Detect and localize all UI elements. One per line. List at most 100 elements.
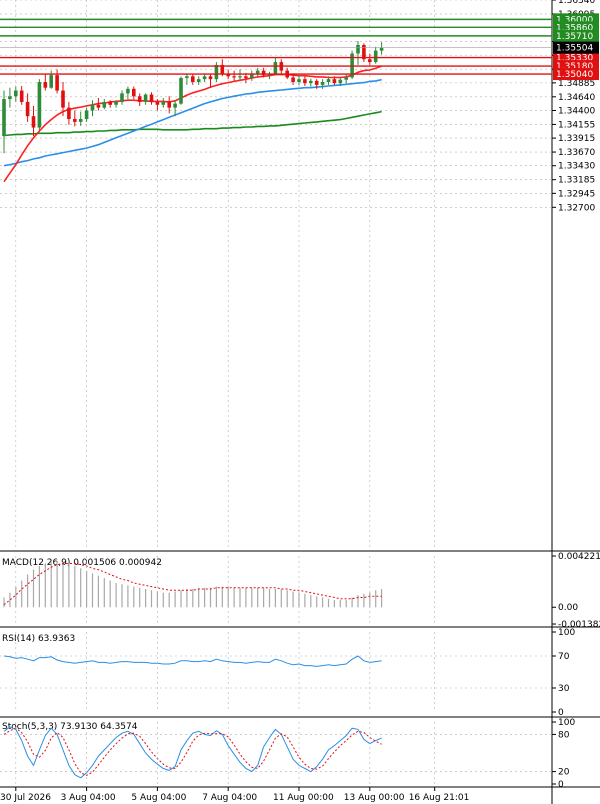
candle-body [191, 76, 195, 83]
time-tick-label: 30 Jul 2026 [0, 793, 51, 803]
macd-tick-label: 0.004221 [558, 552, 600, 562]
candle-body [344, 77, 348, 80]
candle-body [61, 90, 65, 108]
candle-body [14, 90, 18, 97]
candle-body [2, 99, 6, 137]
macd-title: MACD(12,26,9) 0.001506 0.000942 [2, 558, 162, 568]
candle-body [137, 96, 142, 102]
price-tick-label: 1.32700 [558, 203, 595, 213]
candle-body [114, 101, 118, 105]
time-axis: 30 Jul 2026 3 Aug 04:00 5 Aug 04:00 7 Aug 0… [0, 550, 600, 803]
price-tick-label: 1.33430 [558, 162, 595, 172]
candle-body [173, 103, 177, 108]
price-tick-label: 1.32945 [558, 189, 595, 199]
ma-mid-line [3, 78, 382, 167]
candle-body [126, 88, 130, 94]
stoch-tick-label: 0 [558, 780, 564, 790]
candle-body [232, 76, 236, 78]
macd-pane: MACD(12,26,9) 0.001506 0.000942 0.004221… [2, 552, 600, 630]
resistance-level-label: 1.35710 [556, 32, 593, 42]
time-tick-label: 5 Aug 04:00 [131, 793, 186, 803]
candle-body [185, 76, 189, 79]
resistance-level-label: 1.35860 [556, 23, 593, 33]
stoch-title: Stoch(5,3,3) 73.9130 64.3574 [2, 722, 138, 732]
resistance-level-tag [553, 29, 599, 42]
rsi-tick-label: 0 [558, 708, 564, 718]
time-tick-label: 3 Aug 04:00 [61, 793, 116, 803]
candle-body [179, 78, 183, 104]
candle-body [84, 110, 89, 120]
candle-body [73, 119, 77, 122]
candle-body [143, 94, 148, 102]
price-tick-label: 1.33670 [558, 148, 595, 158]
candle-body [120, 93, 124, 102]
candle-body [214, 64, 219, 80]
candle-body [291, 77, 295, 83]
candle-body [155, 101, 160, 105]
rsi-pane: RSI(14) 63.9363 100 70 30 0 [0, 628, 575, 718]
macd-tick-label: -0.001382 [558, 620, 600, 630]
macd-tick-label: 0.00 [558, 603, 578, 613]
candle-body [320, 82, 325, 85]
current-price-tag [553, 41, 599, 54]
candle-body [202, 76, 207, 80]
candle-body [373, 50, 378, 63]
time-tick-label: 7 Aug 04:00 [202, 793, 257, 803]
price-tick-label: 1.33185 [558, 176, 595, 186]
support-level-label: 1.35180 [556, 62, 593, 72]
candle-body [297, 79, 301, 83]
candle-body [31, 116, 36, 128]
macd-signal-line [3, 563, 382, 606]
candle-body [49, 75, 53, 88]
stoch-d-line [3, 727, 382, 776]
current-price-label: 1.35504 [556, 44, 593, 54]
candle-body [238, 76, 242, 78]
resistance-level-label: 1.36000 [556, 15, 593, 25]
candle-body [161, 101, 166, 105]
stoch-tick-label: 100 [558, 718, 575, 728]
candle-body [338, 79, 343, 84]
stoch-k-line [3, 726, 382, 779]
candle-body [167, 101, 171, 108]
candle-body [356, 44, 360, 54]
support-level-tag [553, 68, 599, 81]
candle-body [132, 88, 136, 97]
candle-body [379, 47, 384, 51]
price-tick-label: 1.34640 [558, 93, 595, 103]
candle-body [25, 101, 30, 117]
candle-body [67, 107, 71, 120]
candle-body [208, 76, 213, 80]
candle-body [19, 90, 24, 102]
price-tick-label: 1.36340 [558, 0, 595, 6]
ma-slow-line [3, 110, 382, 137]
candle-body [108, 101, 112, 105]
candle-body [8, 96, 12, 100]
candle-body [362, 44, 366, 60]
candle-body [43, 82, 48, 88]
candle-body [226, 73, 230, 77]
candle-body [326, 79, 331, 83]
support-level-label: 1.35040 [556, 70, 593, 80]
candle-body [102, 101, 107, 108]
time-tick-label: 13 Aug 00:00 [344, 793, 405, 803]
candle-body [332, 79, 337, 84]
price-tick-label: 1.33915 [558, 134, 595, 144]
candle-body [196, 79, 201, 83]
candle-body [273, 62, 278, 74]
time-tick-label: 11 Aug 00:00 [273, 793, 334, 803]
candle-body [250, 73, 254, 79]
candle-body [55, 75, 59, 91]
candle-body [368, 59, 372, 63]
rsi-line [3, 655, 382, 667]
candle-body [96, 104, 101, 108]
resistance-level-tag [553, 21, 599, 34]
price-tick-label: 1.34885 [558, 79, 595, 89]
stoch-tick-label: 20 [558, 768, 570, 778]
price-tick-label: 1.34155 [558, 120, 595, 130]
stoch-tick-label: 80 [558, 730, 570, 740]
rsi-tick-label: 30 [558, 684, 570, 694]
candle-body [303, 79, 307, 84]
stoch-pane: Stoch(5,3,3) 73.9130 64.3574 100 80 20 0 [0, 718, 575, 790]
